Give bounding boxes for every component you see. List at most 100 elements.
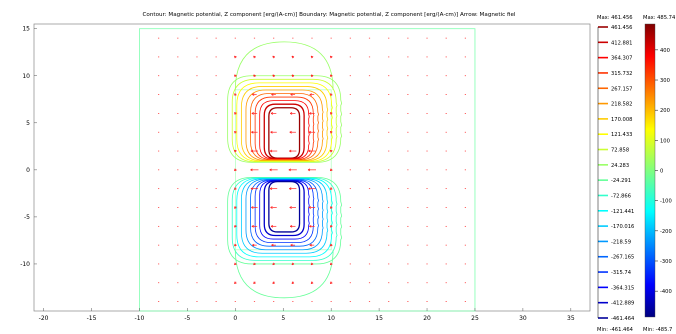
- contour-level-value: 170.008: [611, 117, 632, 123]
- field-arrowhead: [329, 74, 333, 78]
- colorbar-max-label: Max: 485.74: [643, 15, 676, 21]
- field-arrowhead: [309, 243, 312, 247]
- y-tick-label: 0: [26, 167, 30, 174]
- field-arrows: [158, 37, 466, 302]
- axes-frame: [33, 23, 591, 312]
- field-arrowhead: [253, 74, 256, 78]
- x-tick-label: 30: [519, 315, 527, 322]
- x-tick-label: 20: [423, 315, 431, 322]
- contour-level-value: -315.74: [611, 270, 632, 276]
- field-arrowhead: [329, 206, 333, 209]
- colorbar-tick-label: 200: [660, 108, 670, 114]
- contour-level-value: 412.881: [611, 40, 632, 46]
- contour-line: [240, 86, 329, 162]
- plot-title: Contour: Magnetic potential, Z component…: [143, 12, 516, 18]
- field-arrowhead: [291, 262, 295, 266]
- field-arrowhead: [310, 262, 314, 266]
- contour-line: [231, 78, 338, 163]
- x-tick-label: 15: [375, 315, 383, 322]
- field-arrowhead: [310, 74, 314, 78]
- field-arrowhead: [291, 55, 295, 59]
- field-arrowhead: [289, 206, 292, 209]
- colorbar-ticks: 400 300 200 100 0 -100 -200 -300 -400: [655, 48, 672, 295]
- field-arrowhead: [309, 93, 312, 96]
- field-arrowhead: [234, 224, 237, 228]
- colorbar-tick-label: -100: [660, 199, 672, 205]
- field-arrowhead: [289, 149, 292, 153]
- field-arrowhead: [269, 168, 272, 172]
- contour-line: [231, 177, 338, 261]
- field-arrowhead: [234, 55, 237, 59]
- field-arrowhead: [269, 187, 273, 191]
- contour-line: [259, 180, 310, 240]
- x-tick-label: 5: [281, 315, 285, 322]
- contour-level-value: 267.157: [611, 86, 632, 92]
- contour-line: [250, 93, 319, 161]
- field-arrowhead: [308, 206, 311, 209]
- contour-level-value: -218.59: [611, 239, 631, 245]
- field-arrowhead: [307, 168, 311, 172]
- contour-level-value: -461.464: [611, 316, 635, 322]
- contour-line: [227, 75, 343, 163]
- field-arrowhead: [271, 93, 274, 96]
- field-arrowhead: [234, 206, 237, 209]
- y-tick-label: -10: [20, 261, 30, 268]
- contour-level-value: -267.165: [611, 255, 634, 261]
- x-tick-label: -20: [39, 315, 49, 322]
- plot-frame: [33, 23, 591, 312]
- field-arrowhead: [250, 187, 254, 191]
- field-arrowhead: [272, 74, 275, 78]
- x-tick-label: -5: [184, 315, 190, 322]
- x-tick-label: 25: [471, 315, 479, 322]
- colorbar: Max: 485.74 Min: -485.7 400 300 200 100 0 -10…: [643, 15, 676, 333]
- field-arrowhead: [234, 187, 237, 190]
- x-tick-label: 0: [233, 315, 237, 322]
- field-arrowhead: [290, 93, 293, 96]
- field-arrowhead: [270, 130, 273, 134]
- contour-line: [240, 178, 329, 254]
- field-arrowhead: [289, 130, 292, 134]
- y-tick-label: 5: [26, 120, 30, 127]
- field-arrowhead: [291, 281, 295, 284]
- field-arrowhead: [234, 112, 237, 115]
- x-tick-label: 10: [327, 315, 335, 322]
- x-axis-ticks: -20 -15 -10 -5 0 5 10 15 20 25 30 35: [39, 308, 575, 322]
- field-arrowhead: [308, 187, 311, 191]
- field-arrowhead: [250, 149, 254, 153]
- field-arrowhead: [270, 112, 274, 115]
- y-axis-ticks: 15 10 5 0 -5 -10: [20, 26, 37, 268]
- contour-level-value: 364.307: [611, 56, 632, 62]
- colorbar-tick-label: 0: [660, 169, 663, 175]
- contour-min-label: Min: -461.464: [597, 327, 634, 333]
- x-tick-label: -10: [135, 315, 145, 322]
- contour-line: [234, 41, 334, 90]
- field-arrowhead: [252, 243, 255, 247]
- contour-lines: [227, 41, 343, 299]
- domain-boundary: [139, 28, 476, 312]
- contour-line: [245, 178, 324, 251]
- field-arrowhead: [329, 149, 333, 153]
- field-arrowhead: [329, 168, 333, 172]
- contour-level-value: -24.291: [611, 178, 631, 184]
- field-arrowhead: [234, 93, 237, 96]
- field-arrowhead: [271, 243, 274, 247]
- contour-level-value: -121.441: [611, 209, 634, 215]
- field-arrowhead: [270, 224, 274, 228]
- field-arrowhead: [234, 281, 237, 284]
- contour-level-value: 315.732: [611, 71, 632, 77]
- contour-line: [268, 107, 301, 159]
- field-arrowhead: [251, 206, 254, 209]
- contour-level-value: 218.582: [611, 102, 632, 108]
- contour-line: [236, 82, 333, 162]
- contour-level-value: -364.315: [611, 285, 634, 291]
- colorbar-tick-label: -200: [660, 229, 672, 235]
- contour-line: [234, 249, 334, 299]
- x-tick-label: -15: [87, 315, 97, 322]
- field-arrowhead: [272, 262, 275, 266]
- field-arrowhead: [329, 262, 333, 266]
- contour-level-value: -72.866: [611, 193, 631, 199]
- field-arrowhead: [329, 224, 333, 228]
- field-arrowhead: [329, 130, 333, 134]
- colorbar-tick-label: 400: [660, 48, 670, 54]
